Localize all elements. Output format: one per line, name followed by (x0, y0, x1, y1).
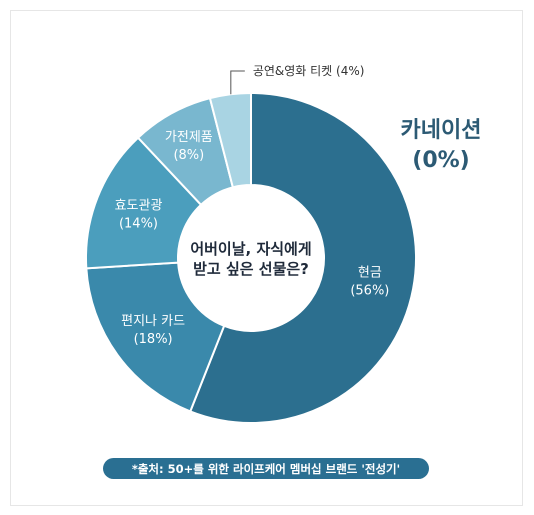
donut-chart: 현금 (56%) 편지나 카드 (18%) 효도관광 (14%) 가전제품 (8%) 공연&영화… (85, 64, 482, 424)
chart-frame: 현금 (56%) 편지나 카드 (18%) 효도관광 (14%) 가전제품 (8%) 공연&영화… (10, 10, 523, 506)
slice-6-label: 카네이션 (401, 118, 482, 143)
slice-1-percent: (56%) (350, 284, 389, 299)
slice-1-label: 현금 (358, 266, 382, 281)
slice-5-wedge (208, 91, 252, 189)
slice-2-percent: (18%) (134, 332, 173, 347)
slice-5-label: 공연&영화 티켓 (4%) (253, 64, 365, 78)
slice-2-wedge (85, 261, 226, 413)
slice-3-percent: (14%) (119, 216, 158, 231)
slice-4-percent: (8%) (173, 148, 204, 163)
slice-3-label: 효도관광 (115, 198, 163, 213)
center-title-line-2: 받고 싶은 선물은? (193, 260, 309, 278)
slice-6-percent: (0%) (412, 148, 469, 173)
center-title-line-1: 어버이날, 자식에게 (190, 240, 311, 258)
slice-4-label: 가전제품 (165, 130, 213, 145)
source-badge: *출처: 50+를 위한 라이프케어 멤버십 브랜드 '전성기' (103, 458, 429, 479)
slice-5-leader-line (230, 70, 245, 95)
slice-2-label: 편지나 카드 (121, 314, 185, 329)
slice-1-wedge (188, 91, 417, 424)
